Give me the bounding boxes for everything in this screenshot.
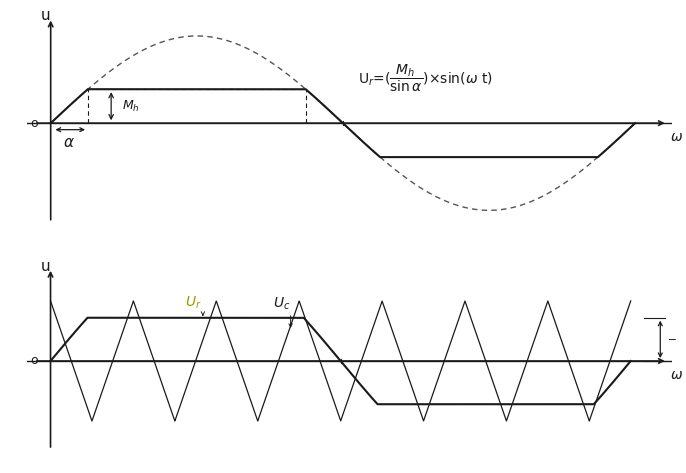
Text: $U_c$: $U_c$ xyxy=(273,295,290,312)
Text: $\omega$ t: $\omega$ t xyxy=(670,368,686,382)
Text: o: o xyxy=(30,354,38,368)
Text: $\omega$ t: $\omega$ t xyxy=(670,130,686,144)
Text: u: u xyxy=(41,259,51,274)
Text: $U_r$: $U_r$ xyxy=(185,294,202,311)
Text: u: u xyxy=(41,8,51,23)
Text: $\alpha$: $\alpha$ xyxy=(63,135,75,150)
Text: ─: ─ xyxy=(667,334,674,344)
Text: U$_r$=($\dfrac{M_h}{\sin\alpha}$)$\times$sin($\omega$ t): U$_r$=($\dfrac{M_h}{\sin\alpha}$)$\times… xyxy=(357,62,493,94)
Text: $M_h$: $M_h$ xyxy=(122,99,140,114)
Text: o: o xyxy=(30,117,38,130)
